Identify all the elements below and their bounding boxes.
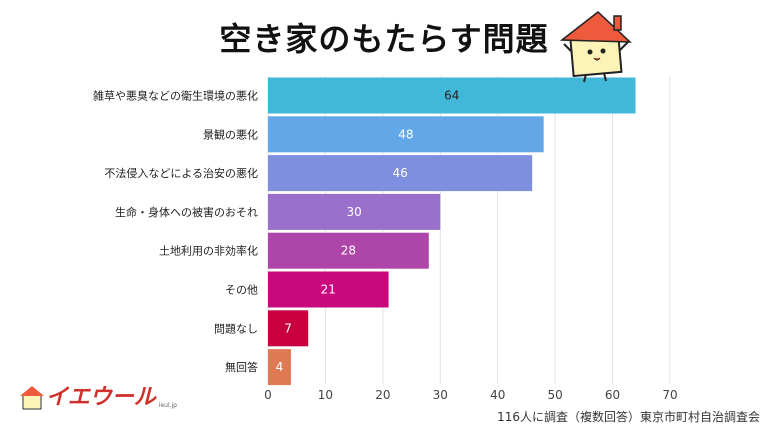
source-note: 116人に調査（複数回答）東京市町村自治調査会 (497, 410, 760, 424)
x-tick-label: 10 (318, 388, 333, 402)
x-tick-label: 0 (264, 388, 272, 402)
logo-subtext: ieul.jp (158, 402, 177, 409)
category-label: その他 (225, 284, 258, 297)
logo-house-icon (20, 386, 44, 410)
x-tick-label: 70 (662, 388, 677, 402)
category-label: 問題なし (214, 322, 258, 335)
x-tick-label: 50 (548, 388, 563, 402)
data-label: 64 (444, 89, 459, 103)
chart-title: 空き家のもたらす問題 (219, 20, 549, 58)
x-tick-label: 60 (605, 388, 620, 402)
bar (268, 310, 309, 347)
data-label: 7 (284, 321, 292, 335)
bar (268, 155, 533, 192)
data-label: 28 (341, 244, 356, 258)
logo-text: イエウール (46, 385, 156, 410)
bar (268, 349, 291, 386)
category-label: 生命・身体への被害のおそれ (115, 205, 258, 219)
category-label: 土地利用の非効率化 (159, 244, 258, 258)
x-tick-label: 30 (433, 388, 448, 402)
bar (268, 193, 441, 230)
category-label: 無回答 (225, 360, 258, 374)
data-label: 30 (347, 205, 362, 219)
ieul-logo: イエウール ieul.jp (18, 384, 177, 412)
data-label: 4 (276, 360, 284, 374)
bar (268, 77, 636, 114)
mascot-house-icon (559, 11, 632, 83)
bar (268, 271, 389, 308)
category-label: 雑草や悪臭などの衛生環境の悪化 (93, 89, 258, 103)
x-tick-label: 20 (375, 388, 390, 402)
data-label: 46 (392, 166, 407, 180)
bar (268, 232, 429, 269)
data-label: 21 (321, 283, 336, 297)
x-tick-label: 40 (490, 388, 505, 402)
bar (268, 116, 544, 153)
data-label: 48 (398, 127, 413, 141)
category-label: 不法侵入などによる治安の悪化 (104, 166, 258, 180)
category-label: 景観の悪化 (203, 127, 258, 141)
